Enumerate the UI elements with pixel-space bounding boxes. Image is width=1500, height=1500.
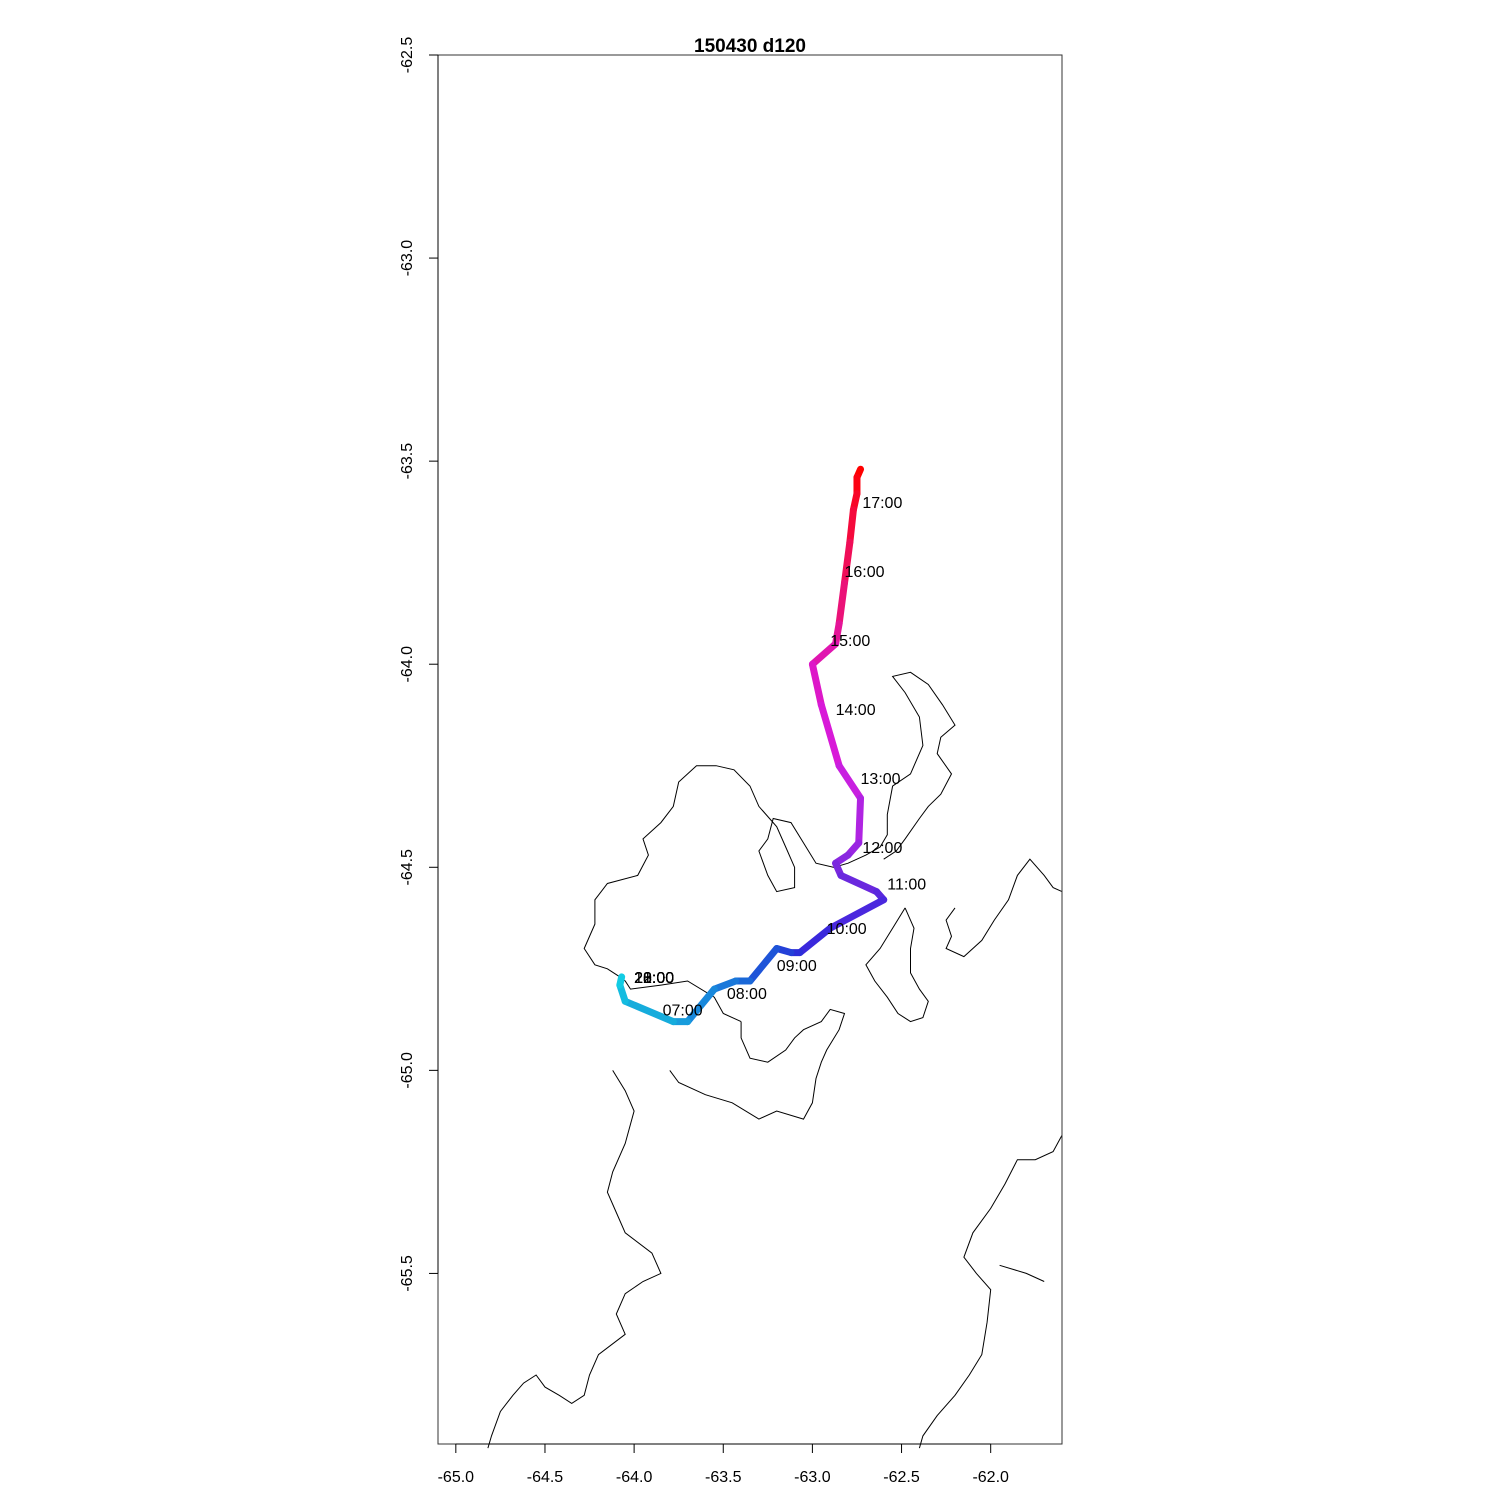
track-segment — [817, 701, 843, 770]
y-tick-label: -63.5 — [399, 443, 416, 480]
time-label-layer: 17:00 16:00 15:00 14:00 13:00 12:00 11:00 10:00… — [634, 495, 926, 1020]
coastline-1 — [487, 1070, 662, 1449]
track-layer — [616, 465, 888, 1026]
y-axis: -62.5 -63.0 -63.5 -64.0 -64.5 -65.0 -65.5 — [399, 37, 439, 1292]
track-segment — [855, 794, 865, 847]
x-tick-label: -64.5 — [527, 1469, 564, 1486]
time-label: 15:00 — [830, 633, 870, 650]
track-segment — [808, 660, 825, 709]
time-label: 20:00 — [634, 970, 674, 987]
y-tick-label: -62.5 — [399, 37, 416, 74]
x-axis: -65.0 -64.5 -64.0 -63.5 -63.0 -62.5 -62.0 — [438, 1443, 1009, 1486]
track-segment — [840, 538, 854, 587]
time-label: 10:00 — [827, 921, 867, 938]
time-label: 14:00 — [836, 702, 876, 719]
x-tick-label: -63.0 — [794, 1469, 831, 1486]
track-segment — [616, 973, 626, 989]
time-label: 12:00 — [862, 840, 902, 857]
track-segment — [835, 579, 848, 628]
y-tick-label: -63.0 — [399, 240, 416, 277]
coastline-4 — [945, 858, 1063, 958]
y-tick-label: -64.5 — [399, 849, 416, 886]
track-segment — [837, 871, 881, 896]
x-tick-label: -62.5 — [883, 1469, 920, 1486]
coastline-5 — [918, 1135, 1063, 1449]
track-segment — [710, 977, 740, 993]
coastline-3 — [865, 907, 929, 1023]
time-label: 21:00 — [634, 970, 674, 987]
plot-frame — [437, 54, 1063, 1445]
time-label: 17:00 — [862, 495, 902, 512]
coastline-0 — [583, 671, 956, 1023]
track-segment — [846, 506, 857, 546]
track-segment — [808, 640, 840, 668]
track-segment — [835, 762, 865, 802]
time-label: 07:00 — [663, 1002, 703, 1019]
track-segment — [746, 945, 781, 985]
track-segment — [684, 985, 718, 1026]
x-tick-label: -63.5 — [705, 1469, 742, 1486]
y-tick-label: -65.5 — [399, 1255, 416, 1292]
track-segment — [796, 924, 834, 957]
time-label: 23:00 — [634, 970, 674, 987]
y-tick-label: -65.0 — [399, 1052, 416, 1089]
x-tick-label: -65.0 — [438, 1469, 475, 1486]
time-label: 22:00 — [634, 970, 674, 987]
x-tick-label: -64.0 — [616, 1469, 653, 1486]
coastline-6 — [999, 1264, 1045, 1282]
plot-title: 150430 d120 — [694, 36, 806, 57]
time-label: 18:00 — [634, 970, 674, 987]
time-label: 11:00 — [887, 877, 926, 894]
time-label: 08:00 — [727, 986, 767, 1003]
track-segment — [621, 997, 677, 1026]
time-label: 16:00 — [844, 564, 884, 581]
y-tick-label: -64.0 — [399, 646, 416, 683]
track-segment — [826, 896, 888, 932]
coastline-layer — [487, 671, 1063, 1449]
x-tick-label: -62.0 — [972, 1469, 1009, 1486]
time-label: 09:00 — [777, 958, 817, 975]
coastline-2 — [669, 1008, 846, 1120]
time-label: 13:00 — [861, 771, 901, 788]
